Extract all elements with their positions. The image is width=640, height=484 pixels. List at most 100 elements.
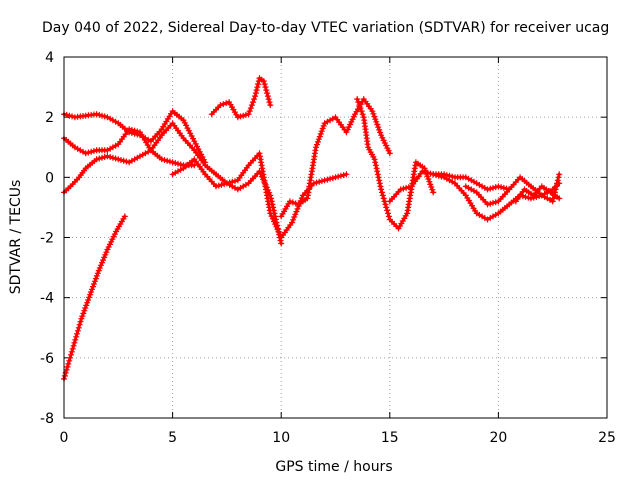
y-tick-label: 0	[45, 170, 54, 186]
series-line	[355, 97, 435, 230]
data-point	[549, 198, 556, 205]
data-point	[89, 286, 95, 293]
data-point	[324, 176, 331, 183]
data-point	[484, 186, 491, 193]
axis-ticks	[63, 56, 608, 419]
data-point	[435, 172, 442, 179]
data-point	[83, 302, 90, 309]
data-point	[292, 211, 299, 218]
data-point	[87, 291, 94, 298]
data-point	[183, 122, 190, 129]
data-point	[374, 121, 381, 128]
data-point	[252, 93, 259, 100]
tick-labels: 0 5 10 15 20 25 -8 -6 -4 -2 0 2 4	[40, 50, 616, 446]
data-point	[553, 183, 560, 190]
data-point	[525, 194, 532, 201]
data-point	[343, 171, 350, 178]
data-point	[76, 321, 83, 328]
x-axis-label: GPS time / hours	[275, 459, 392, 475]
data-point	[355, 99, 362, 106]
data-point	[92, 275, 99, 282]
data-point	[85, 149, 92, 156]
data-point	[329, 175, 336, 182]
data-point	[123, 158, 130, 165]
data-point	[316, 178, 323, 185]
data-point	[556, 171, 563, 178]
data-point	[94, 270, 101, 277]
plot-frame	[63, 56, 608, 419]
series-pass-5	[208, 75, 274, 121]
data-point	[405, 184, 412, 191]
data-point	[318, 128, 325, 135]
data-point	[101, 113, 108, 120]
y-tick-label: -6	[40, 351, 54, 367]
data-point	[384, 207, 391, 214]
data-point	[298, 195, 305, 202]
data-point	[91, 278, 98, 285]
data-point	[294, 205, 301, 212]
series-pass-1	[61, 213, 128, 382]
data-point	[242, 111, 249, 118]
data-point	[266, 99, 273, 106]
data-point	[385, 213, 392, 220]
data-point	[318, 178, 325, 185]
data-point	[487, 200, 494, 207]
data-point	[337, 172, 344, 179]
data-point	[379, 189, 385, 196]
data-point	[376, 180, 383, 187]
data-point	[430, 189, 437, 196]
data-point	[93, 111, 100, 118]
data-point	[555, 174, 562, 181]
data-point	[425, 176, 432, 182]
data-point	[332, 174, 339, 181]
data-point	[278, 240, 285, 247]
y-tick-label: -8	[40, 411, 54, 427]
data-point	[490, 199, 496, 206]
y-tick-label: -2	[40, 231, 54, 247]
data-point	[293, 208, 300, 215]
data-point	[74, 327, 81, 334]
data-series	[61, 75, 563, 382]
data-point	[63, 366, 70, 373]
x-tick-label: 10	[272, 430, 290, 446]
data-point	[75, 324, 82, 331]
data-point	[126, 126, 133, 133]
data-point	[104, 153, 111, 160]
data-point	[74, 330, 80, 337]
data-point	[357, 105, 364, 112]
data-point	[64, 363, 71, 370]
data-point	[213, 183, 219, 190]
data-point	[172, 160, 179, 166]
series-pass-7	[278, 96, 393, 220]
data-point	[419, 168, 426, 175]
data-point	[286, 198, 293, 205]
data-point	[96, 265, 103, 271]
data-point	[199, 154, 206, 160]
data-point	[374, 168, 381, 175]
data-point	[220, 101, 227, 108]
data-point	[335, 173, 342, 180]
data-point	[215, 182, 222, 189]
data-point	[426, 178, 433, 185]
data-point	[161, 157, 168, 163]
data-point	[90, 148, 97, 154]
data-point	[202, 159, 209, 166]
data-point	[354, 96, 361, 103]
data-point	[84, 299, 91, 306]
data-point	[164, 157, 171, 164]
data-point	[313, 144, 319, 151]
x-tick-label: 20	[489, 430, 507, 446]
data-point	[327, 175, 334, 182]
data-point	[273, 223, 280, 230]
data-point	[267, 102, 274, 109]
data-point	[100, 257, 107, 264]
data-point	[356, 102, 363, 109]
data-point	[223, 100, 230, 107]
data-point	[158, 156, 165, 163]
data-point	[272, 221, 279, 228]
data-point	[433, 172, 439, 179]
data-point	[101, 154, 108, 160]
data-point	[177, 161, 184, 168]
